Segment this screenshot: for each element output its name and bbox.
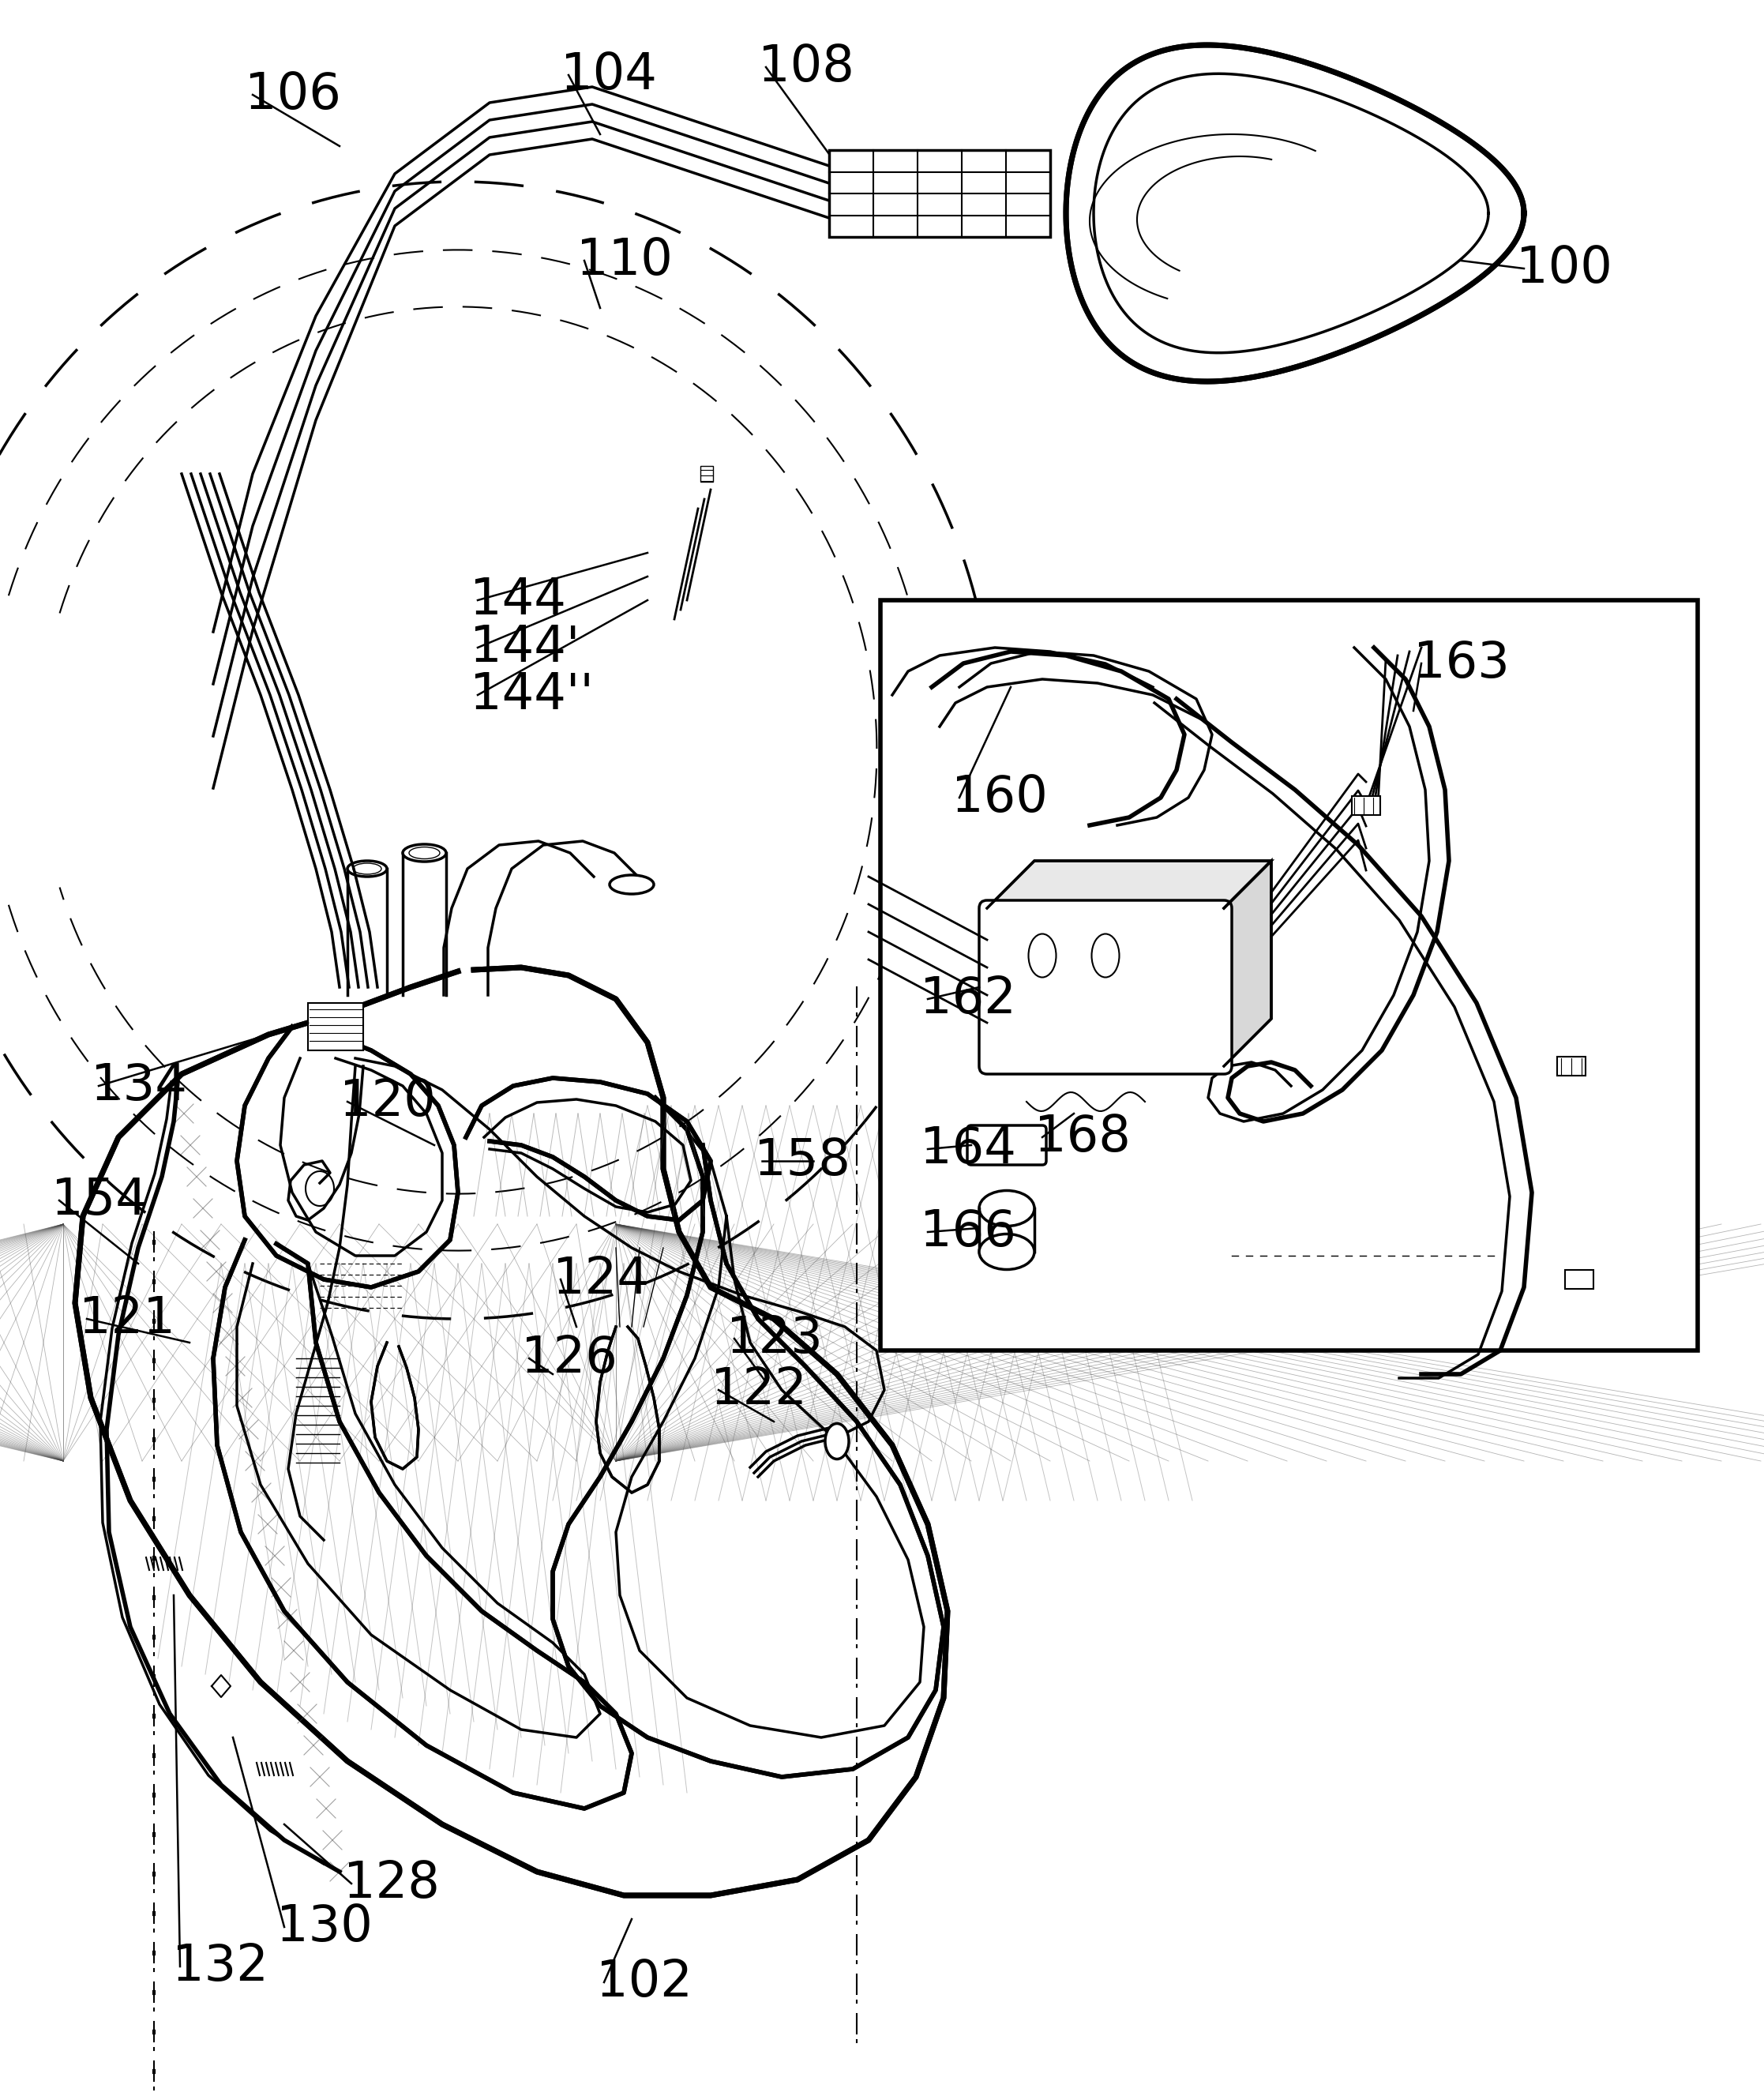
Text: 132: 132 — [173, 1943, 268, 1991]
Text: 108: 108 — [759, 42, 854, 92]
Polygon shape — [1224, 861, 1272, 1067]
Ellipse shape — [402, 845, 446, 861]
Text: 164: 164 — [919, 1126, 1016, 1174]
Polygon shape — [988, 861, 1272, 908]
Bar — [1565, 1270, 1593, 1289]
Text: 106: 106 — [245, 71, 340, 119]
FancyBboxPatch shape — [967, 1126, 1046, 1165]
Text: 130: 130 — [277, 1903, 372, 1951]
Bar — [309, 1004, 363, 1050]
Ellipse shape — [979, 1235, 1034, 1270]
Ellipse shape — [348, 861, 386, 876]
Ellipse shape — [353, 864, 381, 874]
Ellipse shape — [610, 874, 654, 895]
Bar — [1351, 796, 1379, 815]
Text: 144'': 144'' — [469, 671, 594, 719]
Bar — [1558, 1056, 1586, 1075]
Text: 123: 123 — [727, 1314, 822, 1362]
Text: 122: 122 — [711, 1364, 806, 1415]
Text: 158: 158 — [753, 1136, 850, 1186]
Text: 163: 163 — [1413, 639, 1510, 687]
Text: 160: 160 — [951, 773, 1048, 822]
Text: 120: 120 — [339, 1077, 436, 1126]
Text: 144': 144' — [469, 623, 580, 673]
Bar — [700, 465, 713, 482]
Ellipse shape — [409, 847, 439, 859]
Text: 162: 162 — [919, 975, 1016, 1023]
Text: 134: 134 — [90, 1061, 187, 1111]
Ellipse shape — [826, 1423, 848, 1459]
Text: 126: 126 — [520, 1333, 617, 1383]
Text: 168: 168 — [1034, 1113, 1131, 1161]
Ellipse shape — [979, 1191, 1034, 1226]
FancyBboxPatch shape — [979, 901, 1231, 1073]
Bar — [880, 599, 1697, 1350]
Polygon shape — [1065, 44, 1524, 381]
Ellipse shape — [1092, 935, 1120, 977]
Text: 144: 144 — [469, 576, 566, 625]
Text: 110: 110 — [577, 237, 672, 285]
Ellipse shape — [1028, 935, 1057, 977]
Text: 100: 100 — [1515, 243, 1612, 293]
Text: 166: 166 — [919, 1207, 1016, 1256]
Text: 154: 154 — [51, 1176, 148, 1224]
Text: 121: 121 — [79, 1295, 175, 1344]
Text: 102: 102 — [596, 1958, 693, 2006]
Text: 124: 124 — [552, 1256, 649, 1304]
Text: 104: 104 — [561, 50, 656, 99]
Text: 128: 128 — [344, 1859, 439, 1907]
Bar — [829, 151, 1050, 237]
